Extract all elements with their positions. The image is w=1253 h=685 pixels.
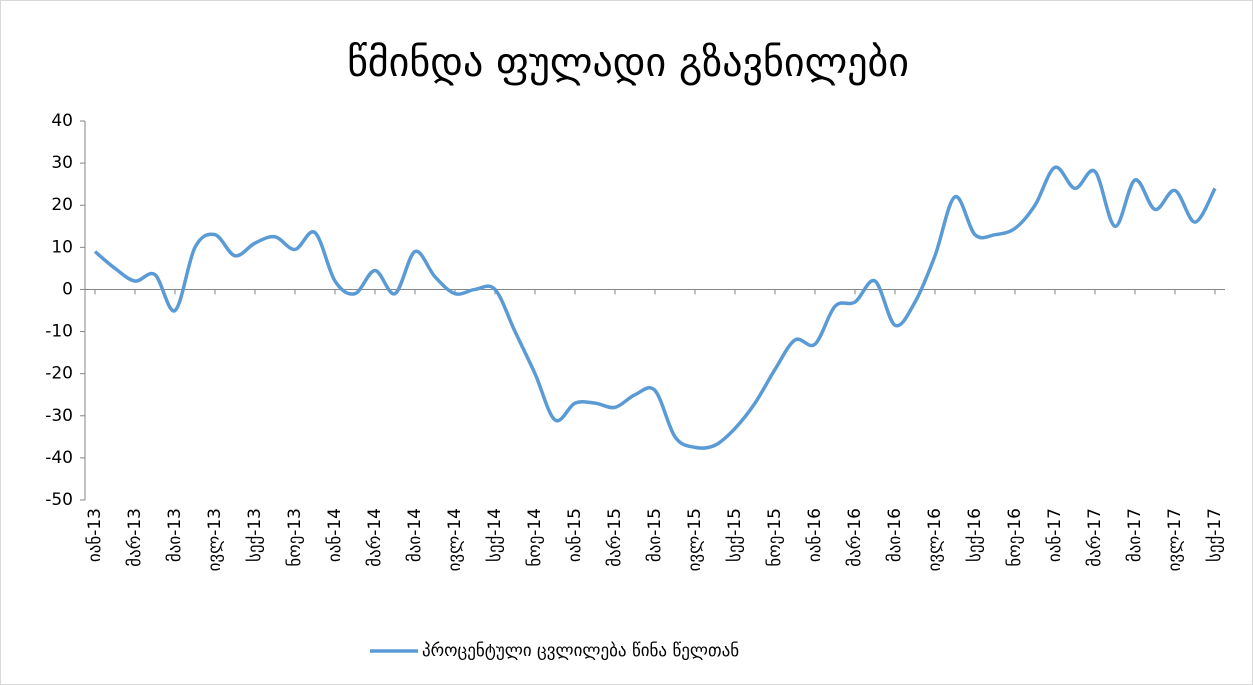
- x-tick-label: მაი-14: [405, 508, 425, 562]
- y-tick-label: -20: [45, 364, 73, 384]
- x-tick-label: მაი-15: [645, 508, 665, 562]
- y-tick-label: 10: [51, 237, 73, 257]
- x-tick-label: იან-17: [1045, 508, 1065, 562]
- x-tick-label: ნოე-13: [285, 508, 305, 567]
- y-tick-label: -50: [45, 490, 73, 510]
- x-tick-label: იან-15: [565, 508, 585, 562]
- x-tick-label: ივლ-15: [685, 508, 705, 571]
- x-tick-label: სექ-16: [965, 508, 985, 562]
- x-tick-label: ივლ-16: [925, 508, 945, 571]
- x-tick-label: მარ-14: [365, 508, 385, 567]
- y-tick-label: 40: [51, 111, 73, 131]
- x-tick-label: ნოე-16: [1005, 508, 1025, 567]
- x-tick-label: მარ-13: [125, 508, 145, 567]
- x-tick-label: მაი-13: [165, 508, 185, 562]
- x-tick-label: ნოე-14: [525, 508, 545, 567]
- x-tick-label: იან-13: [85, 508, 105, 562]
- x-tick-label: ივლ-14: [445, 508, 465, 571]
- y-tick-label: -40: [45, 448, 73, 468]
- x-tick-label: მაი-17: [1125, 508, 1145, 562]
- y-tick-label: 0: [62, 279, 73, 299]
- y-tick-label: 30: [51, 153, 73, 173]
- x-tick-label: ივლ-17: [1165, 508, 1185, 571]
- x-tick-label: ნოე-15: [765, 508, 785, 567]
- y-tick-label: -30: [45, 406, 73, 426]
- chart-title: წმინდა ფულადი გზავნილები: [347, 40, 909, 86]
- y-tick-label: 20: [51, 195, 73, 215]
- x-tick-label: მარ-16: [845, 508, 865, 567]
- series-line: [93, 165, 1217, 450]
- legend-label: პროცენტული ცვლილება წინა წელთან: [422, 641, 739, 661]
- x-tick-label: ივლ-13: [205, 508, 225, 571]
- x-tick-label: სექ-15: [725, 508, 745, 562]
- x-tick-label: იან-16: [805, 508, 825, 562]
- x-tick-label: მარ-17: [1085, 508, 1105, 567]
- x-tick-label: იან-14: [325, 508, 345, 562]
- y-tick-label: -10: [45, 322, 73, 342]
- x-tick-label: მარ-15: [605, 508, 625, 567]
- x-tick-label: სექ-13: [245, 508, 265, 562]
- x-tick-label: მაი-16: [885, 508, 905, 562]
- x-tick-label: სექ-17: [1205, 508, 1225, 562]
- x-tick-label: სექ-14: [485, 508, 505, 562]
